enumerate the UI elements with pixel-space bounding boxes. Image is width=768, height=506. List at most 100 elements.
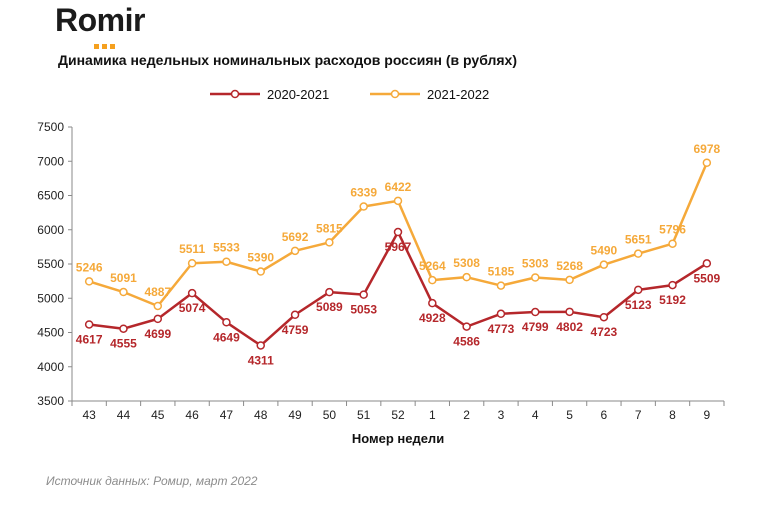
data-label: 5509 <box>693 271 720 285</box>
data-point <box>633 285 643 295</box>
data-point <box>153 301 163 311</box>
y-tick-label: 6500 <box>37 189 64 203</box>
data-label: 5185 <box>488 265 515 279</box>
y-tick-label: 3500 <box>37 394 64 408</box>
data-label: 5192 <box>659 293 686 307</box>
y-tick-label: 5000 <box>37 291 64 305</box>
legend-marker-2020-2021 <box>230 89 240 99</box>
data-point <box>531 273 540 282</box>
y-tick-label: 7500 <box>37 120 64 134</box>
data-point <box>428 275 437 285</box>
data-point <box>187 288 197 298</box>
data-label: 4699 <box>144 327 171 341</box>
data-label: 5091 <box>110 271 137 285</box>
data-point <box>428 298 437 308</box>
data-label: 5246 <box>76 260 103 274</box>
y-tick-label: 4500 <box>37 326 64 340</box>
data-label: 5533 <box>213 241 240 255</box>
data-label: 5308 <box>453 256 480 270</box>
data-label: 4723 <box>591 325 618 339</box>
data-label: 6422 <box>385 180 412 194</box>
data-label: 5074 <box>179 301 206 315</box>
data-point <box>531 307 540 317</box>
data-label: 5511 <box>179 242 205 256</box>
x-axis-label: Номер недели <box>352 431 444 446</box>
x-tick-label: 52 <box>391 408 405 422</box>
data-label: 6339 <box>350 186 377 200</box>
data-point <box>359 290 368 299</box>
data-point <box>496 309 506 319</box>
data-label: 4617 <box>76 332 103 346</box>
source-note: Источник данных: Ромир, март 2022 <box>46 474 258 488</box>
legend-label-2020-2021: 2020-2021 <box>267 87 329 102</box>
x-tick-label: 50 <box>323 408 337 422</box>
data-label: 5268 <box>556 259 583 273</box>
data-point <box>187 258 197 268</box>
x-tick-label: 44 <box>117 408 131 422</box>
data-point <box>668 239 677 248</box>
x-tick-label: 51 <box>357 408 371 422</box>
data-point <box>290 246 300 256</box>
data-point <box>84 277 94 286</box>
data-label: 5815 <box>316 221 343 235</box>
data-point <box>256 341 265 350</box>
x-tick-label: 7 <box>635 408 642 422</box>
data-label: 5692 <box>282 230 309 244</box>
legend-label-2021-2022: 2021-2022 <box>427 87 489 102</box>
data-point <box>462 272 471 282</box>
data-point <box>633 249 643 258</box>
data-label: 4311 <box>248 353 274 367</box>
data-label: 4649 <box>213 330 240 344</box>
data-point <box>393 227 403 237</box>
data-point <box>325 238 334 247</box>
data-point <box>702 158 712 168</box>
data-point <box>599 312 609 322</box>
data-point <box>496 281 506 290</box>
y-tick-label: 7000 <box>37 154 64 168</box>
x-tick-label: 4 <box>532 408 539 422</box>
x-tick-label: 2 <box>463 408 470 422</box>
data-point <box>325 287 334 297</box>
x-tick-label: 46 <box>185 408 199 422</box>
data-point <box>462 322 471 331</box>
x-tick-label: 45 <box>151 408 165 422</box>
data-point <box>84 320 94 329</box>
data-label: 5089 <box>316 300 343 314</box>
data-point <box>290 310 300 320</box>
y-tick-label: 5500 <box>37 257 64 271</box>
data-label: 4928 <box>419 311 446 325</box>
data-point <box>565 275 574 285</box>
x-tick-label: 47 <box>220 408 234 422</box>
data-point <box>668 280 677 290</box>
y-tick-label: 4000 <box>37 360 64 374</box>
data-point <box>702 259 712 268</box>
x-tick-label: 48 <box>254 408 268 422</box>
x-tick-label: 6 <box>601 408 608 422</box>
data-label: 6978 <box>693 142 720 156</box>
data-point <box>599 260 609 269</box>
data-point <box>222 318 231 327</box>
x-tick-label: 49 <box>288 408 302 422</box>
data-point <box>393 196 403 206</box>
chart-title: Динамика недельных номинальных расходов … <box>58 52 517 68</box>
x-tick-label: 5 <box>566 408 573 422</box>
x-tick-label: 1 <box>429 408 436 422</box>
x-tick-label: 9 <box>703 408 710 422</box>
logo-text: Romir <box>55 2 145 38</box>
x-tick-label: 43 <box>82 408 96 422</box>
data-label: 4555 <box>110 337 137 351</box>
legend-marker-2021-2022 <box>390 89 400 99</box>
data-point <box>153 314 163 324</box>
data-label: 4759 <box>282 323 309 337</box>
x-tick-label: 3 <box>498 408 505 422</box>
x-tick-label: 8 <box>669 408 676 422</box>
data-label: 4887 <box>144 285 171 299</box>
data-point <box>119 287 128 297</box>
data-label: 4773 <box>488 322 515 336</box>
data-label: 5651 <box>625 233 652 247</box>
data-point <box>222 257 231 266</box>
data-label: 5390 <box>247 251 274 265</box>
y-tick-label: 6000 <box>37 223 64 237</box>
data-label: 5123 <box>625 298 652 312</box>
